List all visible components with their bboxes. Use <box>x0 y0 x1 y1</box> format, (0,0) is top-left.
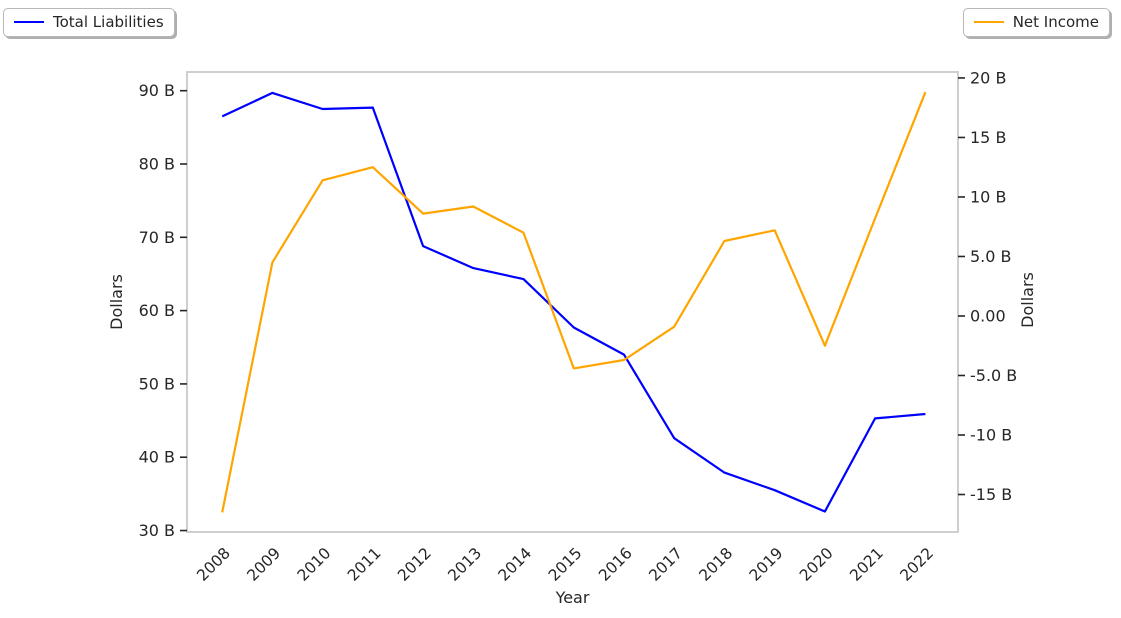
x-axis: 2008 2009 2010 2011 2012 2013 2014 2015 2016 2017… <box>193 544 937 585</box>
right-axis-title: Dollars <box>1018 272 1037 328</box>
x-tick-label: 2009 <box>244 544 285 585</box>
right-tick-label: 15 B <box>970 128 1006 147</box>
series-line-total-liabilities <box>221 91 926 513</box>
right-tick-label: 0.00 <box>970 306 1006 325</box>
x-tick-label: 2013 <box>445 544 486 585</box>
left-tick-label: 70 B <box>139 228 175 247</box>
legend-net-income: Net Income <box>962 8 1110 37</box>
x-tick-label: 2014 <box>495 544 536 585</box>
x-tick-label: 2017 <box>645 544 686 585</box>
right-tick-label: -15 B <box>970 485 1012 504</box>
left-axis-title: Dollars <box>107 274 126 330</box>
left-tick-label: 90 B <box>139 81 175 100</box>
left-tick-label: 50 B <box>139 374 175 393</box>
left-tick-label: 60 B <box>139 301 175 320</box>
left-tick-label: 30 B <box>139 521 175 540</box>
left-tick-label: 80 B <box>139 155 175 174</box>
x-tick-label: 2020 <box>796 544 837 585</box>
right-tick-label: -5.0 B <box>970 366 1017 385</box>
x-tick-label: 2012 <box>394 544 435 585</box>
right-tick-label: 10 B <box>970 187 1006 206</box>
legend-total-liabilities: Total Liabilities <box>3 8 175 37</box>
axis-titles: Dollars Dollars Year <box>107 272 1037 607</box>
x-tick-label: 2021 <box>846 544 887 585</box>
plot-border <box>186 71 959 533</box>
left-tick-label: 40 B <box>139 448 175 467</box>
series-line-net-income <box>221 91 927 513</box>
right-tick-label: -10 B <box>970 426 1012 445</box>
net-income-line-sample <box>973 21 1004 23</box>
legend-net-income-label: Net Income <box>1012 13 1099 31</box>
x-tick-label: 2015 <box>545 544 586 585</box>
x-tick-label: 2022 <box>897 544 938 585</box>
x-tick-label: 2019 <box>746 544 787 585</box>
x-tick-label: 2008 <box>193 544 234 585</box>
x-axis-title: Year <box>555 588 590 607</box>
right-tick-label: 20 B <box>970 68 1006 87</box>
x-tick-label: 2011 <box>344 544 385 585</box>
legend-total-liabilities-label: Total Liabilities <box>53 13 164 31</box>
x-tick-label: 2010 <box>294 544 335 585</box>
x-tick-label: 2016 <box>595 544 636 585</box>
right-axis: -15 B -10 B -5.0 B 0.00 5.0 B 10 B 15 B 20 B <box>958 68 1017 504</box>
total-liabilities-line-sample <box>14 21 44 23</box>
left-axis: 30 B 40 B 50 B 60 B 70 B 80 B 90 B <box>139 81 187 540</box>
right-tick-label: 5.0 B <box>970 247 1012 266</box>
x-tick-label: 2018 <box>696 544 737 585</box>
